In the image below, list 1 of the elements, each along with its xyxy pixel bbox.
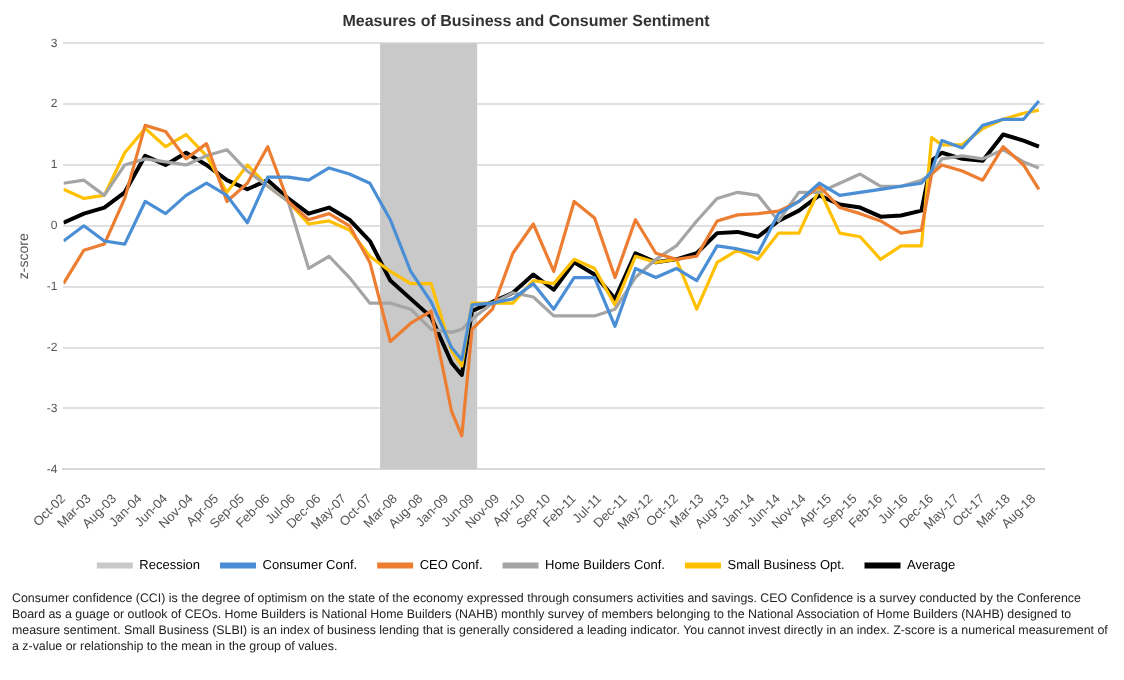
- chart-title: Measures of Business and Consumer Sentiment: [342, 12, 711, 31]
